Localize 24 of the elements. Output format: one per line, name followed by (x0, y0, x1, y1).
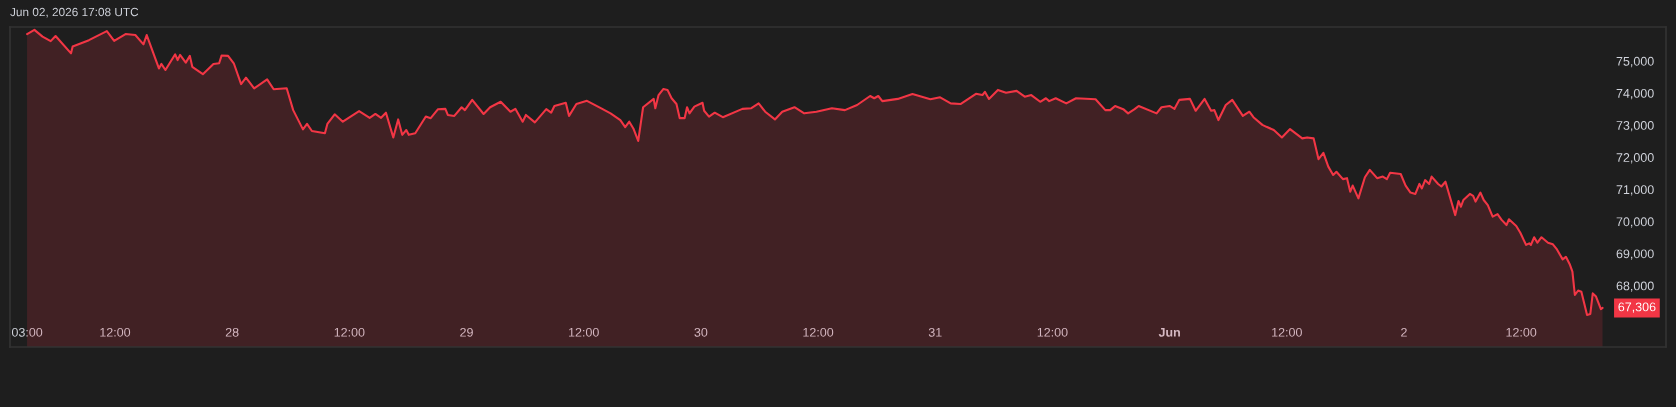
x-tick-label: Jun (1158, 328, 1180, 337)
annotation: 67,306 (1618, 302, 1656, 313)
y-tick-label: 68,000 (1616, 281, 1654, 292)
x-tick-label: 28 (225, 327, 239, 337)
y-tick-label: 69,000 (1616, 249, 1654, 260)
x-tick-label: 12:00 (1037, 327, 1068, 337)
x-tick-label: 29 (460, 327, 473, 337)
y-tick-label: 72,000 (1616, 153, 1654, 164)
y-tick-label: 70,000 (1616, 217, 1654, 228)
x-tick-label: 12:00 (1506, 327, 1537, 337)
x-tick-label: 12:00 (1272, 327, 1302, 337)
y-tick-label: 73,000 (1616, 121, 1654, 132)
x-tick-label: 12:00 (100, 327, 131, 337)
x-tick-label: 31 (928, 327, 942, 337)
x-tick-label: 30 (694, 327, 708, 337)
text: Jun 02, 2026 17:08 UTC (10, 7, 139, 18)
x-tick-label: 12:00 (334, 327, 365, 337)
y-tick-label: 75,000 (1616, 56, 1654, 68)
y-tick-label: 71,000 (1616, 185, 1654, 196)
x-tick-label: 2 (1401, 327, 1407, 337)
x-tick-label: 03:00 (11, 327, 43, 337)
y-tick-label: 74,000 (1616, 88, 1654, 100)
x-tick-label: 12:00 (803, 327, 834, 337)
x-tick-label: 12:00 (569, 327, 599, 337)
